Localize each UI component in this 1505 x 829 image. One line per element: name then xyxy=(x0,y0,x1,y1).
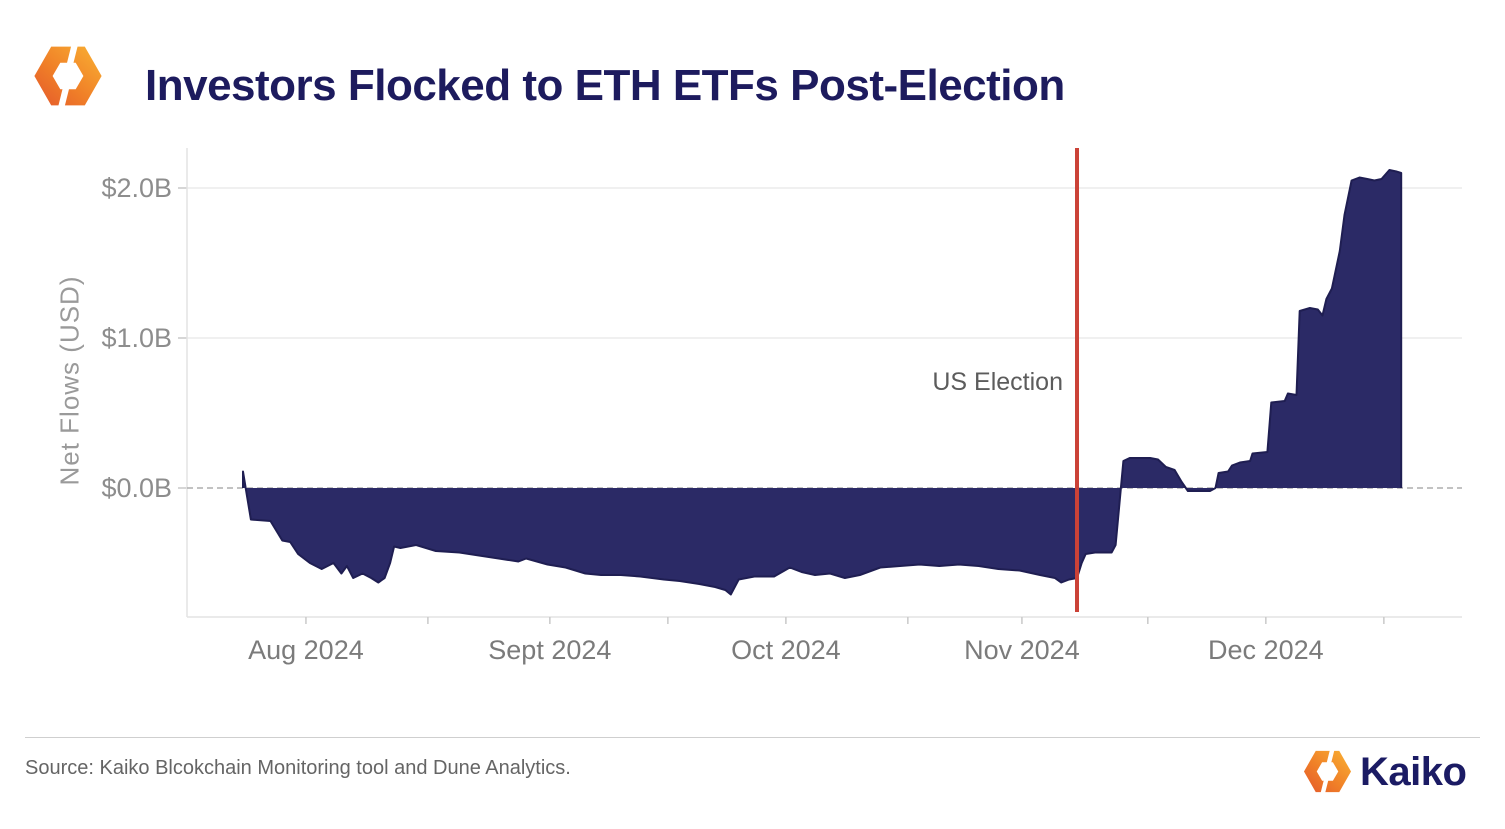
x-tick-label: Aug 2024 xyxy=(248,635,364,665)
y-axis-title: Net Flows (USD) xyxy=(54,275,85,486)
y-tick-label: $0.0B xyxy=(101,473,172,503)
x-tick-label: Sept 2024 xyxy=(488,635,612,665)
page-title: Investors Flocked to ETH ETFs Post-Elect… xyxy=(145,61,1065,110)
x-tick-label: Dec 2024 xyxy=(1208,635,1324,665)
x-tick-label: Nov 2024 xyxy=(964,635,1080,665)
y-tick-label: $2.0B xyxy=(101,173,172,203)
source-note: Source: Kaiko Blcokchain Monitoring tool… xyxy=(25,757,571,779)
kaiko-wordmark: Kaiko xyxy=(1360,750,1467,794)
x-tick-label: Oct 2024 xyxy=(731,635,841,665)
kaiko-logo-icon xyxy=(1303,747,1352,796)
footer-divider xyxy=(25,737,1480,738)
y-tick-label: $1.0B xyxy=(101,323,172,353)
kaiko-logo-icon xyxy=(34,41,102,111)
us-election-annotation: US Election xyxy=(932,368,1063,396)
